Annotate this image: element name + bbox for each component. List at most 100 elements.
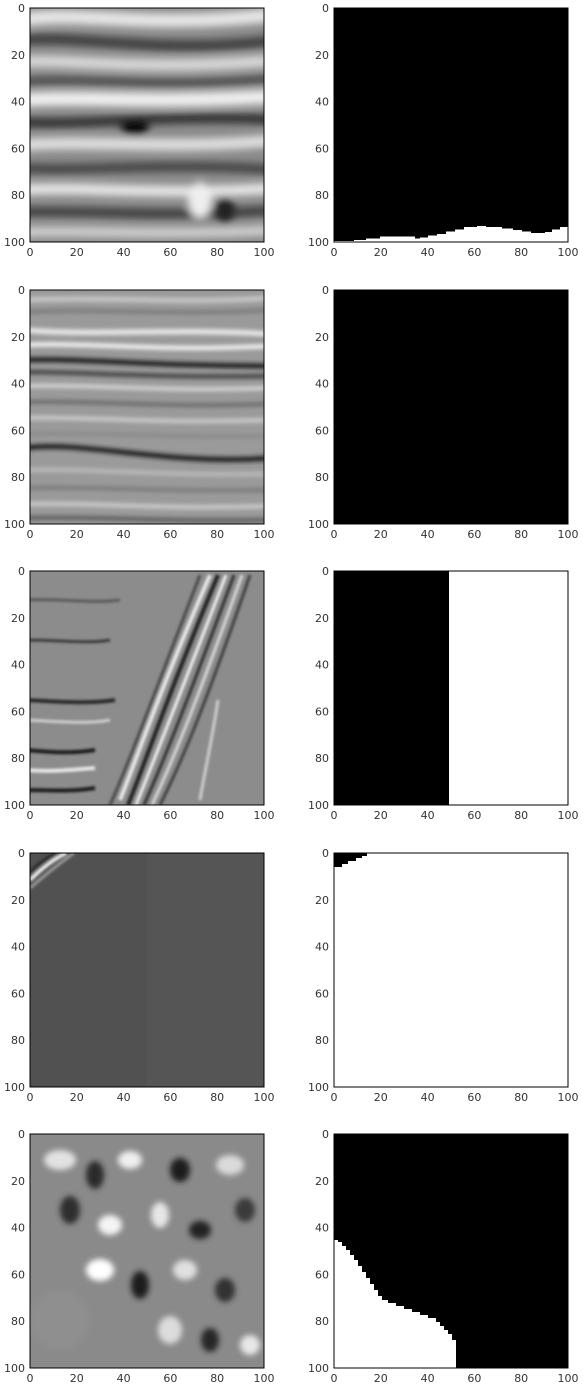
x-tick-label: 20 bbox=[374, 1091, 388, 1104]
axes-frame bbox=[333, 852, 569, 1088]
y-tick-label: 60 bbox=[315, 987, 329, 1000]
y-tick-label: 80 bbox=[315, 752, 329, 765]
x-tick-label: 20 bbox=[374, 809, 388, 822]
y-tick-label: 40 bbox=[315, 96, 329, 109]
seismic-image-3 bbox=[30, 571, 264, 805]
y-tick-label: 80 bbox=[11, 1034, 25, 1047]
axes-frame bbox=[333, 7, 569, 243]
axes-frame bbox=[29, 1133, 265, 1369]
x-tick-label: 80 bbox=[210, 246, 224, 259]
x-tick-label: 80 bbox=[514, 246, 528, 259]
y-tick-label: 0 bbox=[18, 565, 25, 578]
x-tick-label: 100 bbox=[558, 809, 579, 822]
x-tick-label: 20 bbox=[70, 528, 84, 541]
x-tick-label: 0 bbox=[331, 528, 338, 541]
y-tick-label: 40 bbox=[11, 659, 25, 672]
y-tick-label: 20 bbox=[11, 612, 25, 625]
axes-frame bbox=[29, 7, 265, 243]
salt-mask-3 bbox=[334, 571, 568, 805]
x-tick-label: 0 bbox=[27, 1372, 34, 1385]
y-tick-label: 0 bbox=[322, 1128, 329, 1141]
y-tick-label: 0 bbox=[18, 847, 25, 860]
x-tick-label: 80 bbox=[210, 528, 224, 541]
x-tick-label: 100 bbox=[558, 1091, 579, 1104]
y-tick-label: 40 bbox=[11, 941, 25, 954]
x-tick-label: 0 bbox=[27, 528, 34, 541]
y-tick-label: 100 bbox=[4, 518, 25, 531]
y-tick-label: 60 bbox=[11, 1268, 25, 1281]
y-tick-label: 0 bbox=[322, 847, 329, 860]
salt-mask-4 bbox=[334, 853, 568, 1087]
y-tick-label: 80 bbox=[315, 1315, 329, 1328]
x-tick-label: 100 bbox=[254, 246, 275, 259]
y-tick-label: 20 bbox=[11, 894, 25, 907]
y-tick-label: 100 bbox=[308, 518, 329, 531]
x-tick-label: 60 bbox=[163, 1372, 177, 1385]
x-tick-label: 0 bbox=[331, 809, 338, 822]
y-tick-label: 100 bbox=[308, 236, 329, 249]
x-tick-label: 40 bbox=[421, 809, 435, 822]
y-tick-label: 60 bbox=[11, 142, 25, 155]
x-tick-label: 20 bbox=[70, 1091, 84, 1104]
x-tick-label: 60 bbox=[467, 809, 481, 822]
y-tick-label: 80 bbox=[11, 189, 25, 202]
x-tick-label: 0 bbox=[331, 246, 338, 259]
x-tick-label: 40 bbox=[117, 246, 131, 259]
x-tick-label: 100 bbox=[558, 1372, 579, 1385]
x-tick-label: 80 bbox=[514, 1372, 528, 1385]
x-tick-label: 0 bbox=[27, 246, 34, 259]
x-tick-label: 40 bbox=[117, 528, 131, 541]
seismic-image-4 bbox=[30, 853, 264, 1087]
y-tick-label: 80 bbox=[11, 752, 25, 765]
y-tick-label: 100 bbox=[308, 799, 329, 812]
salt-mask-5 bbox=[334, 1134, 568, 1368]
x-tick-label: 0 bbox=[331, 1091, 338, 1104]
seismic-image-5 bbox=[30, 1134, 264, 1368]
salt-mask-1 bbox=[334, 8, 568, 242]
y-tick-label: 20 bbox=[11, 49, 25, 62]
y-tick-label: 40 bbox=[315, 1222, 329, 1235]
x-tick-label: 60 bbox=[467, 246, 481, 259]
y-tick-label: 20 bbox=[315, 612, 329, 625]
x-tick-label: 60 bbox=[163, 1091, 177, 1104]
x-tick-label: 80 bbox=[514, 1091, 528, 1104]
y-tick-label: 40 bbox=[11, 96, 25, 109]
x-tick-label: 40 bbox=[117, 809, 131, 822]
axes-frame bbox=[333, 1133, 569, 1369]
x-tick-label: 80 bbox=[210, 1091, 224, 1104]
x-tick-label: 20 bbox=[70, 246, 84, 259]
x-tick-label: 40 bbox=[421, 528, 435, 541]
seismic-image-2 bbox=[30, 290, 264, 524]
x-tick-label: 60 bbox=[467, 1372, 481, 1385]
y-tick-label: 0 bbox=[18, 2, 25, 15]
y-tick-label: 40 bbox=[315, 659, 329, 672]
x-tick-label: 40 bbox=[421, 1372, 435, 1385]
y-tick-label: 0 bbox=[322, 565, 329, 578]
x-tick-label: 0 bbox=[331, 1372, 338, 1385]
x-tick-label: 60 bbox=[467, 528, 481, 541]
y-tick-label: 20 bbox=[315, 49, 329, 62]
axes-frame bbox=[333, 289, 569, 525]
y-tick-label: 0 bbox=[18, 284, 25, 297]
y-tick-label: 80 bbox=[11, 1315, 25, 1328]
y-tick-label: 80 bbox=[315, 471, 329, 484]
x-tick-label: 80 bbox=[210, 809, 224, 822]
y-tick-label: 40 bbox=[315, 378, 329, 391]
axes-frame bbox=[29, 570, 265, 806]
y-tick-label: 0 bbox=[322, 2, 329, 15]
x-tick-label: 60 bbox=[163, 528, 177, 541]
x-tick-label: 40 bbox=[421, 1091, 435, 1104]
x-tick-label: 80 bbox=[514, 809, 528, 822]
x-tick-label: 60 bbox=[467, 1091, 481, 1104]
x-tick-label: 100 bbox=[254, 809, 275, 822]
x-tick-label: 0 bbox=[27, 809, 34, 822]
y-tick-label: 40 bbox=[315, 941, 329, 954]
y-tick-label: 80 bbox=[11, 471, 25, 484]
x-tick-label: 20 bbox=[70, 809, 84, 822]
x-tick-label: 0 bbox=[27, 1091, 34, 1104]
y-tick-label: 100 bbox=[308, 1081, 329, 1094]
y-tick-label: 20 bbox=[315, 1175, 329, 1188]
y-tick-label: 20 bbox=[11, 1175, 25, 1188]
y-tick-label: 60 bbox=[11, 987, 25, 1000]
